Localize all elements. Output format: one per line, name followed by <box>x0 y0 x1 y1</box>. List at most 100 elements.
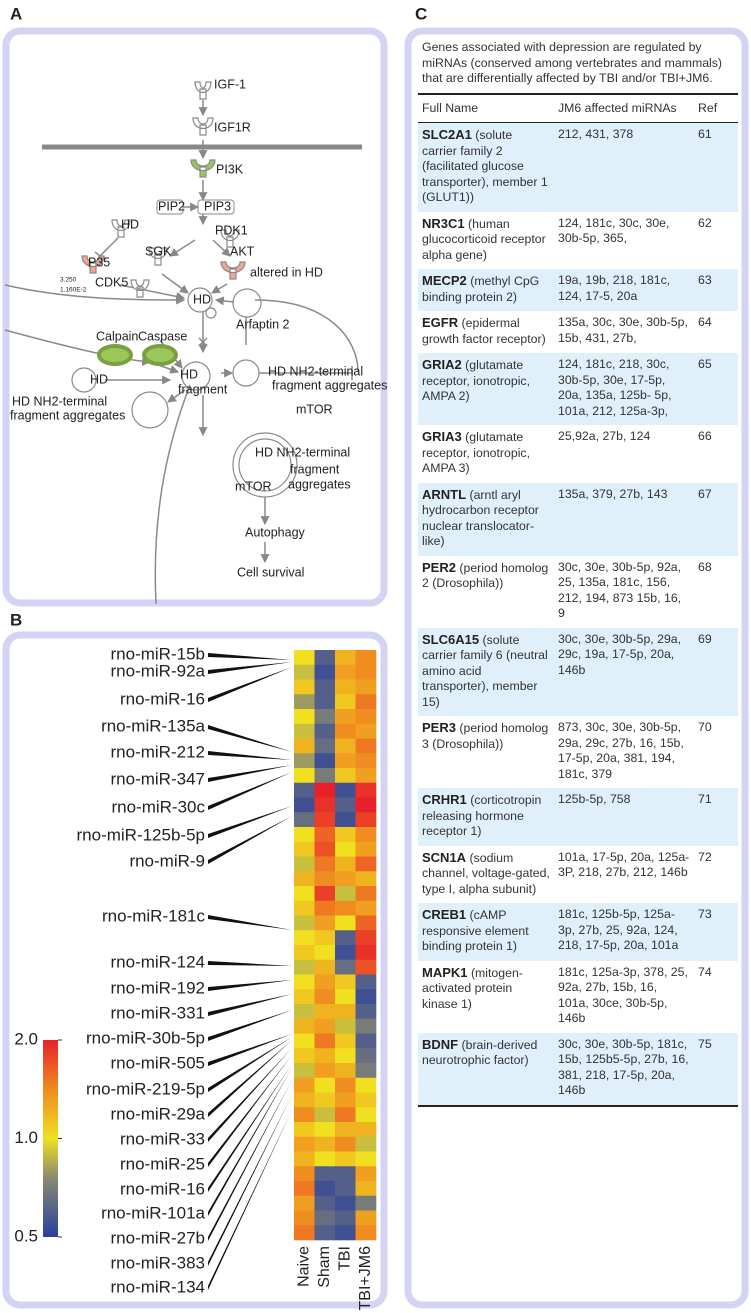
column-label: Naive <box>295 1246 312 1287</box>
mirna-cell: 30c, 30e, 30b-5p, 92a, 25, 135a, 181c, 1… <box>558 559 682 621</box>
table-row: SLC2A1 (solute carrier family 2 (facilit… <box>418 122 738 212</box>
label-pointer <box>208 1080 292 1241</box>
heatmap-cell <box>294 989 315 1005</box>
table-row: PER3 (period homolog 3 (Drosophila)) 873,… <box>418 716 738 788</box>
pathway-edge <box>254 299 359 373</box>
heatmap-cell <box>294 1018 315 1034</box>
heatmap-cell <box>335 1181 356 1197</box>
cleavage-mark <box>198 337 208 347</box>
gene-table: Full Name JM6 affected miRNAs Ref SLC2A1… <box>418 92 738 1107</box>
panel-letter: B <box>10 610 22 629</box>
heatmap-cell <box>355 974 377 990</box>
protein-glyph <box>192 117 214 136</box>
gene-description: (mitogen-activated protein kinase 1) <box>422 965 523 1011</box>
heatmap-cell <box>335 827 356 843</box>
gene-description: (sodium channel, voltage-gated, type I, … <box>422 850 550 896</box>
mirna-label: rno-miR-101a <box>101 1203 205 1222</box>
mirna-label: rno-miR-30c <box>111 797 205 816</box>
heatmap-cell <box>314 959 336 975</box>
heatmap-cell <box>355 1151 377 1167</box>
heatmap-cell <box>294 1077 315 1093</box>
heatmap-cell <box>294 1063 315 1079</box>
heatmap-cell <box>314 679 336 695</box>
pathway-label: CDK5 <box>95 275 128 289</box>
gene-description: (corticotropin releasing hormone recepto… <box>422 793 542 838</box>
gene-symbol: CRHR1 <box>422 792 467 807</box>
heatmap-cell <box>314 812 336 828</box>
pathway-label: fragment <box>290 462 340 476</box>
column-header: Full Name <box>418 93 554 123</box>
heatmap-cell <box>294 753 315 769</box>
heatmap-cell <box>335 679 356 695</box>
heatmap-cell <box>294 930 315 946</box>
mirna-label: rno-miR-33 <box>120 1129 205 1148</box>
pathway-label: SGK <box>145 244 172 258</box>
panel-b-box <box>2 631 388 1309</box>
pathway-edge <box>214 296 235 306</box>
panel-c: Genes associated with depression are reg… <box>418 36 738 1107</box>
label-pointer <box>208 806 292 838</box>
label-pointer <box>208 667 292 702</box>
heatmap-cell <box>335 915 356 931</box>
label-pointer <box>208 765 292 782</box>
mirna-label: rno-miR-30b-5p <box>86 1028 205 1047</box>
table-row: ARNTL (arntl aryl hydrocarbon receptor n… <box>418 482 738 556</box>
heatmap-cell <box>335 1210 356 1226</box>
name-cell: SLC6A15 (solute carrier family 6 (neutra… <box>418 627 554 716</box>
heatmap-cell <box>335 900 356 916</box>
heatmap-cell <box>355 650 377 666</box>
gene-symbol: ARNTL <box>422 486 467 502</box>
ref-cell: 63 <box>694 269 738 311</box>
ref-cell: 62 <box>698 215 712 230</box>
protein-glyph <box>220 261 246 280</box>
heatmap-cell <box>355 1033 377 1049</box>
pathway-edge <box>99 237 119 257</box>
ref-cell: 68 <box>698 559 712 574</box>
heatmap-cell <box>335 709 356 725</box>
panel-letter: C <box>415 4 427 23</box>
mirna-cell: 135a, 30c, 30e, 30b-5p, 15b, 431, 27b, <box>558 315 688 345</box>
heatmap-cell <box>355 1166 377 1182</box>
mirna-label: rno-miR-331 <box>111 1003 205 1022</box>
heatmap-cell <box>335 1004 356 1020</box>
node-outline <box>232 432 298 498</box>
heatmap-cell <box>335 1033 356 1049</box>
heatmap-cell <box>294 900 315 916</box>
heatmap-cell <box>314 1048 336 1064</box>
colorbar <box>43 1040 58 1237</box>
name-cell: ARNTL (arntl aryl hydrocarbon receptor n… <box>418 482 554 556</box>
heatmap-cell <box>335 1092 356 1108</box>
mirna-label: rno-miR-16 <box>120 1179 205 1198</box>
pathway-label: IGF1R <box>214 120 251 134</box>
heatmap-cell <box>294 650 315 666</box>
heatmap-cell <box>355 1048 377 1064</box>
pathway-edge <box>4 329 152 366</box>
heatmap-cell <box>355 1063 377 1079</box>
pathway-label: Caspase <box>138 329 187 343</box>
gene-symbol: BDNF <box>422 1036 459 1052</box>
heatmap-cell <box>335 1122 356 1138</box>
name-cell: BDNF (brain-derived neurotrophic factor) <box>418 1032 554 1106</box>
label-pointer <box>208 915 292 930</box>
table-row: SCN1A (sodium channel, voltage-gated, ty… <box>418 846 738 904</box>
heatmap-cell <box>355 1018 377 1034</box>
heatmap-cell <box>294 841 315 857</box>
heatmap-cell <box>314 1122 336 1138</box>
mirna-label: rno-miR-29a <box>111 1104 206 1123</box>
heatmap-cell <box>355 812 377 828</box>
heatmap-cell <box>294 1151 315 1167</box>
protein-glyph <box>220 229 240 248</box>
gene-description: (arntl aryl hydrocarbon receptor nuclear… <box>422 487 539 549</box>
heatmap-cell <box>294 1225 315 1241</box>
heatmap-cell <box>294 974 315 990</box>
mirna-label: rno-miR-15b <box>111 644 205 663</box>
heatmap-cell <box>294 915 315 931</box>
ref-cell: 71 <box>694 788 738 846</box>
heatmap-cell <box>314 650 336 666</box>
pathway-label: altered in HD <box>250 265 323 279</box>
pathway-label: HD <box>180 367 198 381</box>
heatmap-cell <box>314 1077 336 1093</box>
protein-glyph <box>130 279 150 298</box>
pathway-edge <box>154 384 191 605</box>
